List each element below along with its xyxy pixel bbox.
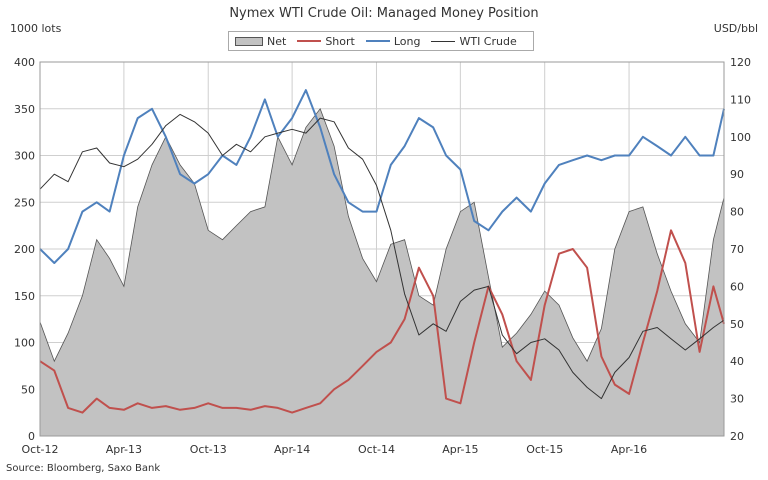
series-short-line bbox=[39, 229, 725, 414]
y2-tick-label: 50 bbox=[730, 318, 744, 331]
y2-tick-label: 20 bbox=[730, 430, 744, 443]
legend-item-wti-crude: WTI Crude bbox=[431, 34, 517, 48]
y2-tick-label: 110 bbox=[730, 93, 751, 106]
series-long-line bbox=[39, 89, 725, 264]
chart-title: Nymex WTI Crude Oil: Managed Money Posit… bbox=[229, 6, 539, 21]
legend-item-short: Short bbox=[297, 35, 355, 48]
legend-label-wti-crude: WTI Crude bbox=[459, 34, 517, 48]
y-tick-label: 0 bbox=[28, 430, 35, 443]
left-axis-unit: 1000 lots bbox=[10, 22, 62, 35]
y2-tick-label: 90 bbox=[730, 168, 744, 181]
y-tick-label: 300 bbox=[14, 150, 35, 163]
x-tick-label: Oct-12 bbox=[22, 443, 59, 456]
x-tick-label: Apr-16 bbox=[611, 443, 647, 456]
y2-tick-label: 120 bbox=[730, 56, 751, 69]
y2-tick-label: 30 bbox=[730, 393, 744, 406]
y-tick-label: 250 bbox=[14, 196, 35, 209]
y-tick-label: 100 bbox=[14, 337, 35, 350]
x-tick-label: Oct-14 bbox=[358, 443, 395, 456]
right-axis-unit: USD/bbl bbox=[713, 22, 758, 35]
legend: Net Short Long WTI Crude bbox=[228, 31, 534, 51]
legend-swatch-long bbox=[365, 40, 390, 42]
x-tick-label: Oct-13 bbox=[190, 443, 227, 456]
x-tick-label: Apr-13 bbox=[106, 443, 142, 456]
legend-swatch-net bbox=[235, 36, 263, 46]
plot-frame bbox=[39, 61, 725, 437]
x-tick-label: Oct-15 bbox=[526, 443, 563, 456]
legend-label-net: Net bbox=[267, 34, 287, 48]
y2-tick-label: 100 bbox=[730, 131, 751, 144]
x-tick-label: Apr-15 bbox=[442, 443, 478, 456]
legend-swatch-short bbox=[297, 40, 322, 42]
y-tick-label: 50 bbox=[21, 383, 35, 396]
y-tick-label: 350 bbox=[14, 103, 35, 116]
x-tick-label: Apr-14 bbox=[274, 443, 310, 456]
y-tick-label: 200 bbox=[14, 243, 35, 256]
legend-swatch-wti-crude bbox=[431, 40, 456, 42]
legend-item-long: Long bbox=[365, 34, 421, 48]
y2-tick-label: 60 bbox=[730, 280, 744, 293]
source-note: Source: Bloomberg, Saxo Bank bbox=[6, 463, 161, 474]
series-net-area bbox=[39, 107, 725, 437]
y-tick-label: 150 bbox=[14, 290, 35, 303]
y2-tick-label: 70 bbox=[730, 243, 744, 256]
legend-item-net: Net bbox=[235, 35, 286, 48]
legend-label-short: Short bbox=[325, 34, 355, 48]
legend-label-long: Long bbox=[393, 34, 421, 48]
y2-tick-label: 80 bbox=[730, 206, 744, 219]
y2-tick-label: 40 bbox=[730, 355, 744, 368]
series-wti-crude-line bbox=[39, 113, 725, 400]
y-tick-label: 400 bbox=[14, 56, 35, 69]
